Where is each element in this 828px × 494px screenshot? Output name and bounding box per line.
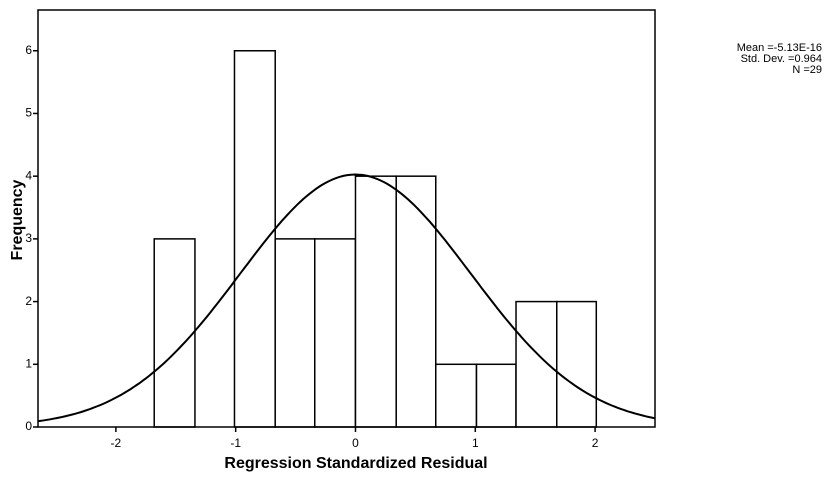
- bar: [314, 238, 357, 428]
- bar: [274, 238, 316, 428]
- x-tick-label: -1: [230, 436, 241, 450]
- y-tick-label: 3: [25, 231, 32, 245]
- stat-label: Std. Dev. =0.964: [741, 53, 822, 65]
- x-tick-label: -2: [111, 436, 122, 450]
- stat-label: Mean =-5.13E-16: [737, 42, 822, 54]
- y-tick-label: 5: [25, 106, 32, 120]
- bar: [354, 175, 397, 428]
- plot-frame: [37, 9, 656, 428]
- x-axis-title: Regression Standardized Residual: [224, 455, 487, 472]
- y-tick-label: 0: [25, 419, 32, 433]
- x-tick-label: 2: [592, 436, 599, 450]
- y-tick-label: 6: [25, 43, 32, 57]
- y-tick-label: 1: [25, 356, 32, 370]
- x-tick-label: 1: [472, 436, 479, 450]
- normal-curve: [37, 173, 656, 423]
- bar: [556, 300, 598, 428]
- y-tick-label: 4: [25, 168, 32, 182]
- y-tick-label: 2: [25, 294, 32, 308]
- y-axis-title: Frequency: [9, 179, 26, 260]
- bar: [435, 363, 478, 428]
- bar: [515, 300, 558, 428]
- stat-label: N =29: [792, 64, 822, 76]
- bar: [233, 50, 276, 428]
- bar: [153, 238, 196, 428]
- bar: [395, 175, 437, 428]
- x-tick-label: 0: [352, 436, 359, 450]
- bar: [475, 363, 517, 428]
